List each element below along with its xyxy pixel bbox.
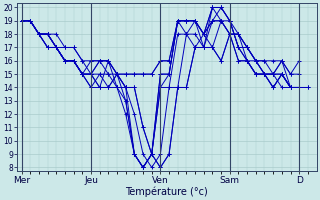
X-axis label: Température (°c): Température (°c) xyxy=(125,186,208,197)
